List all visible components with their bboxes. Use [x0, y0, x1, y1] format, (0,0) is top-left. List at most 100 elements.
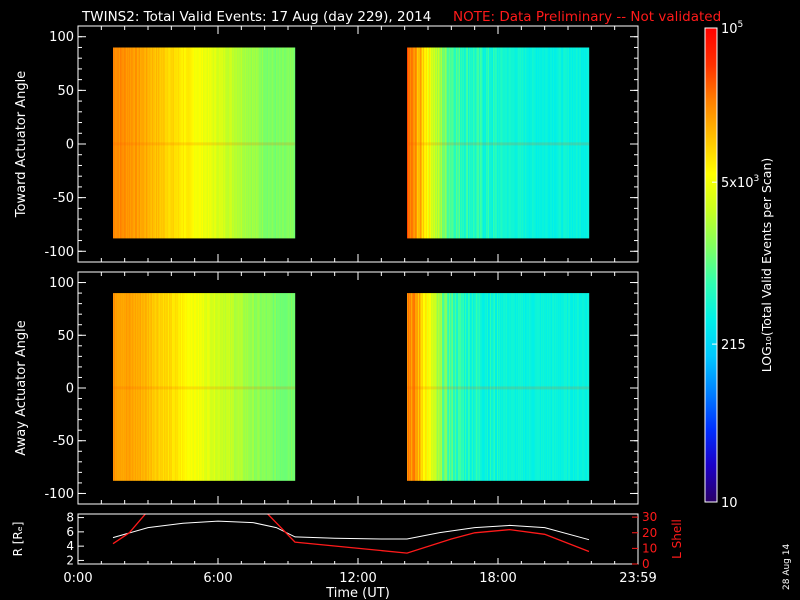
- x-tick-label: 6:00: [203, 571, 232, 586]
- heatmap-column: [518, 293, 520, 481]
- heatmap-column: [244, 293, 246, 481]
- heatmap-column: [442, 47, 444, 239]
- heatmap-column: [169, 293, 171, 481]
- y-tick-label: 100: [49, 276, 74, 291]
- heatmap-column: [185, 47, 187, 239]
- heatmap-column: [256, 293, 258, 481]
- heatmap-column: [524, 47, 526, 239]
- heatmap-column: [434, 293, 436, 481]
- heatmap-column: [498, 293, 500, 481]
- heatmap-column: [208, 293, 210, 481]
- heatmap-column: [136, 47, 138, 239]
- heatmap-column: [210, 293, 212, 481]
- heatmap-column: [459, 47, 461, 239]
- heatmap-column: [216, 47, 218, 239]
- heatmap-column: [423, 47, 425, 239]
- heatmap-column: [583, 47, 585, 239]
- heatmap-column: [513, 293, 515, 481]
- heatmap-column: [429, 293, 431, 481]
- heatmap-column: [525, 293, 527, 481]
- heatmap-column: [514, 293, 516, 481]
- heatmap-column: [561, 293, 563, 481]
- heatmap-column: [552, 293, 554, 481]
- heatmap-column: [427, 293, 429, 481]
- heatmap-column: [419, 47, 421, 239]
- heatmap-column: [563, 47, 565, 239]
- heatmap-column: [207, 293, 209, 481]
- heatmap-column: [477, 293, 479, 481]
- heatmap-column: [464, 47, 466, 239]
- heatmap-column: [425, 293, 427, 481]
- heatmap-column: [184, 293, 186, 481]
- heatmap-column: [567, 293, 569, 481]
- heatmap-column: [551, 293, 553, 481]
- heatmap-column: [550, 47, 552, 239]
- heatmap-column: [410, 293, 412, 481]
- heatmap-column: [512, 293, 514, 481]
- heatmap-column: [534, 47, 536, 239]
- heatmap-image: [113, 293, 590, 481]
- heatmap-column: [527, 47, 529, 239]
- heatmap-column: [148, 293, 150, 481]
- heatmap-column: [456, 293, 458, 481]
- heatmap-column: [523, 47, 525, 239]
- heatmap-column: [242, 293, 244, 481]
- heatmap-column: [281, 293, 283, 481]
- heatmap-column: [233, 47, 235, 239]
- heatmap-column: [196, 47, 198, 239]
- heatmap-column: [283, 47, 285, 239]
- colorbar-frame: [704, 27, 718, 503]
- heatmap-column: [451, 47, 453, 239]
- heatmap-column: [231, 47, 233, 239]
- heatmap-column: [212, 47, 214, 239]
- heatmap-column: [271, 293, 273, 481]
- heatmap-column: [165, 293, 167, 481]
- heatmap-column: [528, 47, 530, 239]
- heatmap-column: [215, 47, 217, 239]
- heatmap-column: [247, 293, 249, 481]
- heatmap-column: [178, 47, 180, 239]
- heatmap-column: [461, 47, 463, 239]
- heatmap-column: [533, 47, 535, 239]
- heatmap-column: [558, 293, 560, 481]
- heatmap-column: [437, 47, 439, 239]
- heatmap-column: [182, 293, 184, 481]
- heatmap-column: [275, 47, 277, 239]
- heatmap-column: [480, 293, 482, 481]
- heatmap-segment: [113, 47, 296, 239]
- heatmap-column: [126, 47, 128, 239]
- heatmap-column: [187, 47, 189, 239]
- heatmap-column: [474, 293, 476, 481]
- heatmap-column: [585, 293, 587, 481]
- heatmap-column: [250, 47, 252, 239]
- heatmap-column: [141, 293, 143, 481]
- y-tick-label: 100: [49, 30, 74, 45]
- heatmap-column: [248, 47, 250, 239]
- heatmap-column: [289, 47, 291, 239]
- heatmap-column: [454, 293, 456, 481]
- heatmap-column: [581, 293, 583, 481]
- heatmap-column: [245, 47, 247, 239]
- heatmap-segment: [407, 47, 590, 239]
- heatmap-column: [472, 47, 474, 239]
- heatmap-column: [245, 293, 247, 481]
- heatmap-column: [282, 293, 284, 481]
- heatmap-column: [154, 47, 156, 239]
- heatmap-column: [202, 47, 204, 239]
- heatmap-column: [562, 47, 564, 239]
- heatmap-column: [457, 47, 459, 239]
- heatmap-column: [578, 293, 580, 481]
- heatmap-column: [434, 47, 436, 239]
- heatmap-column: [210, 47, 212, 239]
- zero-angle-ridge: [407, 386, 589, 390]
- heatmap-column: [575, 293, 577, 481]
- heatmap-column: [189, 47, 191, 239]
- heatmap-column: [508, 47, 510, 239]
- heatmap-column: [424, 293, 426, 481]
- heatmap-column: [506, 47, 508, 239]
- heatmap-column: [263, 293, 265, 481]
- heatmap-column: [117, 293, 119, 481]
- heatmap-column: [250, 293, 252, 481]
- heatmap-column: [131, 293, 133, 481]
- heatmap-column: [471, 293, 473, 481]
